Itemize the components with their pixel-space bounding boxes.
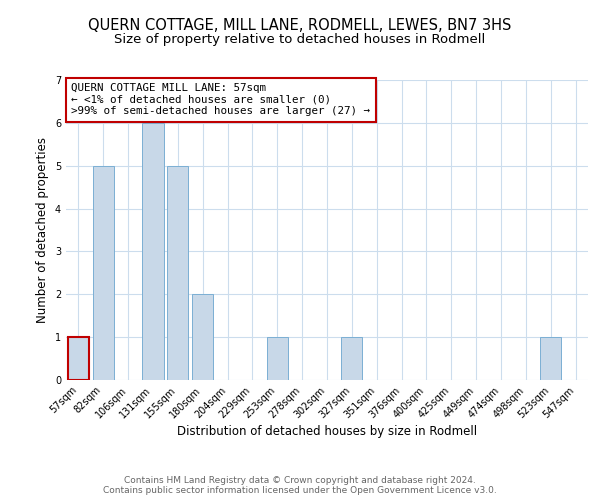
Bar [68, 337, 89, 380]
Y-axis label: Number of detached properties: Number of detached properties [37, 137, 49, 323]
Bar [192, 294, 213, 380]
Bar [341, 337, 362, 380]
Text: Size of property relative to detached houses in Rodmell: Size of property relative to detached ho… [115, 32, 485, 46]
Bar [267, 337, 288, 380]
Bar [93, 166, 114, 380]
Bar [142, 123, 164, 380]
Text: QUERN COTTAGE MILL LANE: 57sqm
← <1% of detached houses are smaller (0)
>99% of : QUERN COTTAGE MILL LANE: 57sqm ← <1% of … [71, 83, 370, 116]
Bar [540, 337, 561, 380]
Bar [167, 166, 188, 380]
Text: Contains HM Land Registry data © Crown copyright and database right 2024.: Contains HM Land Registry data © Crown c… [124, 476, 476, 485]
Text: Contains public sector information licensed under the Open Government Licence v3: Contains public sector information licen… [103, 486, 497, 495]
X-axis label: Distribution of detached houses by size in Rodmell: Distribution of detached houses by size … [177, 426, 477, 438]
Text: QUERN COTTAGE, MILL LANE, RODMELL, LEWES, BN7 3HS: QUERN COTTAGE, MILL LANE, RODMELL, LEWES… [88, 18, 512, 32]
